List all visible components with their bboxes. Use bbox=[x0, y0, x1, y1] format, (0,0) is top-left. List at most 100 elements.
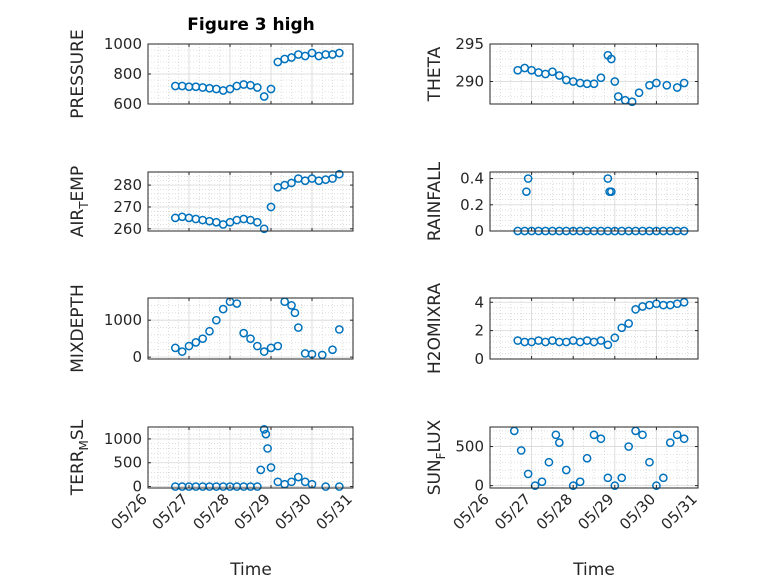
y-tick-label: 0 bbox=[474, 222, 484, 240]
data-point bbox=[554, 71, 564, 80]
data-point bbox=[252, 83, 262, 92]
data-point bbox=[617, 473, 627, 483]
y-tick-label: 2 bbox=[474, 322, 484, 340]
data-point bbox=[266, 463, 276, 472]
data-point bbox=[582, 453, 592, 463]
data-point bbox=[603, 174, 613, 183]
chart-panel-1: 600 800 1000 PRESSURE bbox=[68, 29, 354, 119]
axes-box bbox=[147, 297, 354, 360]
data-point bbox=[679, 78, 689, 88]
y-tick-label: 0 bbox=[132, 348, 142, 366]
data-point bbox=[617, 323, 627, 333]
data-point bbox=[596, 336, 606, 345]
data-point bbox=[603, 340, 613, 350]
x-tick-label: 05/30 bbox=[616, 490, 659, 533]
x-tick-label: 05/30 bbox=[272, 490, 315, 533]
data-point bbox=[613, 92, 623, 101]
data-point bbox=[198, 334, 208, 344]
data-point bbox=[603, 473, 613, 483]
y-tick-label: 0 bbox=[474, 477, 484, 495]
data-point bbox=[334, 48, 344, 58]
data-point bbox=[170, 343, 180, 353]
x-tick-label: 05/29 bbox=[574, 490, 617, 533]
x-tick-label: 05/31 bbox=[313, 490, 356, 533]
axes-box bbox=[489, 426, 699, 489]
y-tick-label: 1000 bbox=[104, 311, 142, 329]
axes-box bbox=[489, 171, 699, 232]
data-point bbox=[239, 328, 249, 338]
x-tick-label: 05/29 bbox=[231, 490, 274, 533]
data-point bbox=[634, 88, 644, 98]
chart-panel-5: 0 1000 MIXDEPTH bbox=[68, 284, 354, 373]
data-point bbox=[537, 477, 547, 487]
data-point bbox=[610, 77, 620, 86]
data-point bbox=[293, 323, 303, 332]
y-tick-label: 295 bbox=[455, 35, 484, 53]
y-tick-label: 0 bbox=[132, 478, 142, 496]
axes-box bbox=[489, 43, 699, 105]
data-point bbox=[252, 341, 262, 351]
axes-box bbox=[489, 297, 699, 360]
y-axis-label: PRESSURE bbox=[68, 29, 88, 118]
y-tick-label: 4 bbox=[474, 293, 484, 311]
chart-panel-6: 0 2 4 H2OMIXRA bbox=[425, 283, 699, 374]
data-point bbox=[589, 430, 599, 440]
data-point bbox=[259, 92, 269, 101]
data-point bbox=[596, 73, 606, 83]
data-point bbox=[334, 482, 344, 491]
data-point bbox=[307, 48, 317, 58]
x-tick-label: 05/28 bbox=[190, 490, 233, 533]
x-tick-label: 05/28 bbox=[533, 490, 576, 533]
y-axis-label: SUNFLUX bbox=[425, 419, 448, 495]
data-point bbox=[259, 224, 269, 234]
data-point bbox=[679, 297, 689, 307]
y-axis-label: THETA bbox=[425, 46, 445, 102]
data-point bbox=[658, 473, 668, 483]
data-point bbox=[638, 430, 647, 440]
y-axis-label: AIRTEMP bbox=[68, 166, 91, 237]
y-axis-label: RAINFALL bbox=[425, 161, 445, 241]
plot-area bbox=[490, 172, 698, 231]
data-point bbox=[273, 57, 283, 67]
data-point bbox=[252, 217, 262, 227]
data-point bbox=[246, 334, 255, 344]
data-point bbox=[225, 84, 235, 94]
x-axis-label-left: Time bbox=[229, 560, 272, 580]
axes-box bbox=[147, 171, 354, 232]
chart-panel-2: 290 295 THETA bbox=[425, 35, 699, 107]
data-point bbox=[522, 187, 531, 197]
data-point bbox=[631, 304, 640, 314]
x-tick-label: 05/27 bbox=[149, 490, 192, 533]
data-point bbox=[334, 325, 344, 334]
data-point bbox=[273, 341, 283, 351]
figure-title: Figure 3 high bbox=[187, 15, 315, 35]
y-tick-label: 500 bbox=[455, 438, 484, 456]
data-point bbox=[205, 326, 214, 336]
data-point bbox=[287, 477, 296, 487]
data-point bbox=[610, 481, 620, 491]
data-point bbox=[645, 457, 654, 467]
y-tick-label: 1000 bbox=[104, 430, 142, 448]
data-point bbox=[321, 482, 331, 491]
data-point bbox=[652, 78, 661, 88]
data-point bbox=[624, 442, 634, 451]
data-point bbox=[568, 481, 578, 491]
data-point bbox=[575, 477, 585, 487]
y-tick-label: 1000 bbox=[104, 35, 142, 53]
x-tick-label: 05/27 bbox=[491, 490, 534, 533]
data-point bbox=[287, 53, 296, 62]
y-axis-label: H2OMIXRA bbox=[425, 283, 445, 374]
data-point bbox=[191, 338, 201, 347]
data-point bbox=[263, 444, 272, 453]
data-point bbox=[627, 97, 637, 107]
y-tick-label: 290 bbox=[455, 73, 484, 91]
data-point bbox=[259, 347, 269, 356]
x-tick-label: 05/31 bbox=[658, 490, 701, 533]
data-point bbox=[523, 174, 533, 183]
x-tick-label: 05/26 bbox=[450, 490, 493, 533]
data-point bbox=[672, 430, 682, 440]
data-point bbox=[610, 333, 620, 343]
data-point bbox=[211, 315, 221, 325]
